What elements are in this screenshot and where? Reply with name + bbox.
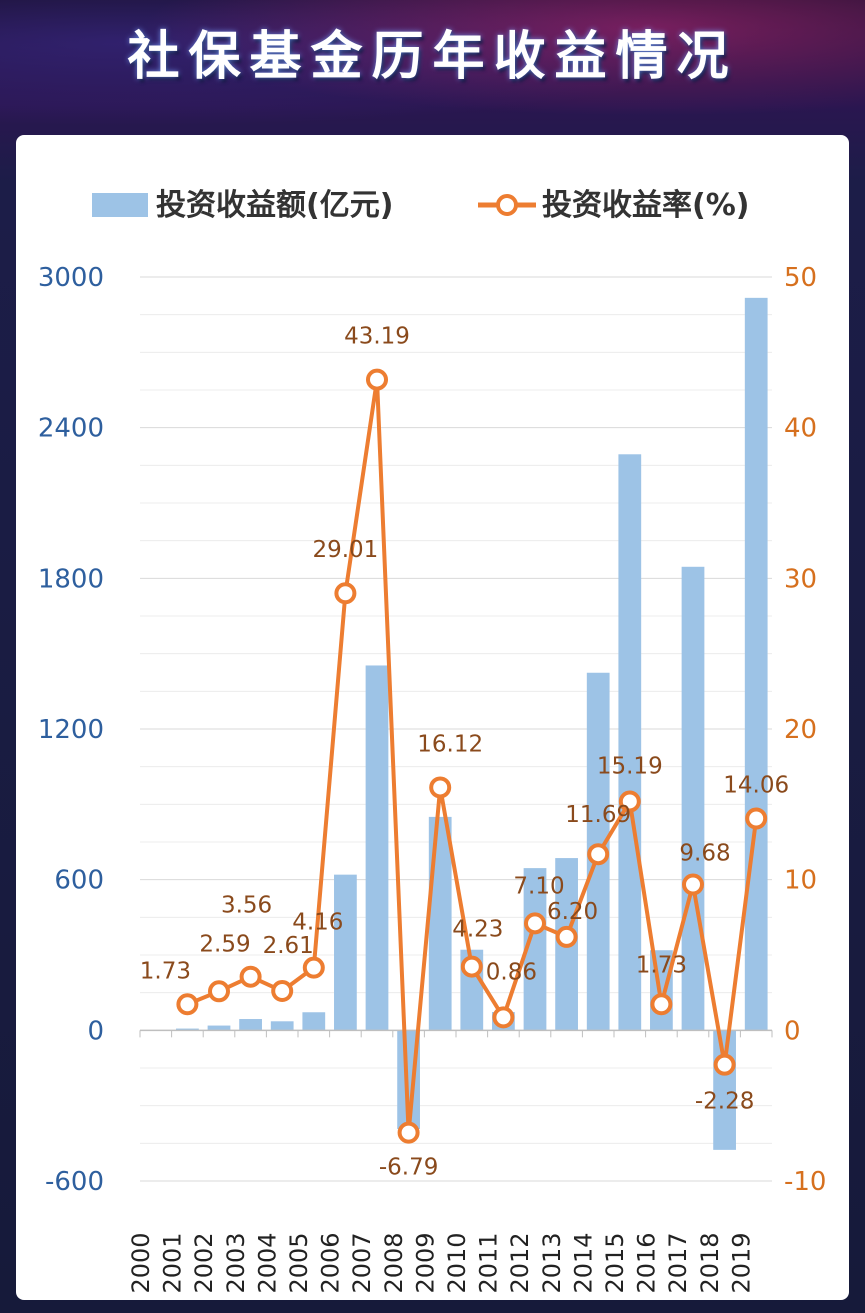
rate-point-2011: [492, 1006, 515, 1029]
rate-point-2017: [682, 873, 704, 896]
data-label-2008: -6.79: [379, 1155, 439, 1181]
rate-point-2004: [271, 980, 294, 1003]
rate-point-2015: [618, 790, 641, 813]
rate-point-2001: [176, 993, 199, 1016]
rate-point-2005: [302, 956, 325, 979]
rate-point-2009: [429, 776, 452, 799]
x-tick-label: 2011: [475, 1232, 503, 1293]
x-tick-label: 2007: [348, 1232, 376, 1293]
data-label-2016: 1.73: [636, 952, 687, 978]
data-label-2013: 6.20: [547, 899, 598, 925]
legend-line-marker: [496, 194, 518, 216]
rate-point-2012: [524, 912, 546, 935]
rate-point-2018: [713, 1053, 736, 1076]
x-tick-label: 2016: [633, 1232, 661, 1293]
gridlines: [139, 276, 773, 1182]
line-data-labels: 1.73 2.59 3.56 2.614.16 29.01 43.19 -6.79 16.12…: [140, 324, 789, 1181]
x-tick-label: 2019: [727, 1232, 755, 1293]
bar-2003: [239, 1019, 262, 1031]
x-tick-label: 2014: [569, 1232, 597, 1293]
right-tick-label: 40: [784, 414, 817, 444]
bar-2007: [365, 665, 389, 1031]
x-tick-label: 2017: [664, 1232, 692, 1293]
bar-2006: [334, 874, 357, 1031]
x-tick-label: 2010: [443, 1232, 471, 1293]
rate-point-2002: [208, 980, 230, 1003]
x-tick-label: 2018: [696, 1232, 724, 1293]
rate-point-2019: [745, 807, 768, 830]
x-tick-label: 2008: [380, 1232, 408, 1293]
x-tick-label: 2012: [506, 1232, 534, 1293]
bar-2005: [302, 1012, 326, 1031]
page-title: 社保基金历年收益情况: [127, 26, 738, 87]
data-label-2001: 1.73: [140, 958, 191, 984]
rate-point-2003: [239, 965, 262, 988]
bar-2002: [207, 1025, 231, 1031]
legend-bar-label: 投资收益额(亿元): [156, 188, 393, 223]
header-background: [0, 0, 865, 140]
left-tick-label: -600: [45, 1167, 104, 1197]
left-tick-label: 2400: [38, 414, 104, 444]
data-label-2014: 11.69: [565, 802, 631, 828]
x-tick-label: 2004: [253, 1232, 281, 1293]
rate-point-2008: [397, 1121, 420, 1144]
bar-2009: [428, 816, 452, 1031]
x-tick-label: 2006: [317, 1232, 345, 1293]
data-label-2002: 2.59: [199, 931, 250, 957]
data-label-2009: 16.12: [417, 731, 483, 757]
rate-point-2006: [334, 582, 357, 605]
left-tick-label: 1200: [38, 715, 104, 745]
data-label-2003: 3.56: [221, 893, 272, 919]
data-label-2005: 4.16: [292, 910, 343, 936]
left-tick-label: 600: [54, 866, 104, 896]
bar-2019: [744, 297, 768, 1031]
chart-card: -600 0 600 1200 1800 2400 3000 -10 0 10 20 30 40 50 …: [16, 135, 849, 1300]
data-label-2018: -2.28: [695, 1089, 755, 1115]
x-axis-labels: 2000 2001 2002 2003 2004 2005 2006 2007 2008 2009…: [127, 1232, 755, 1293]
x-tick-label: 2003: [222, 1232, 250, 1293]
right-tick-label: 0: [784, 1016, 801, 1046]
data-label-2010: 4.23: [452, 917, 503, 943]
data-label-2015: 15.19: [597, 753, 663, 779]
bar-2004: [270, 1021, 294, 1031]
right-tick-label: 10: [784, 866, 817, 896]
legend: 投资收益额(亿元) 投资收益率(%): [92, 188, 749, 223]
data-label-2012: 7.10: [513, 873, 564, 899]
data-label-2007: 43.19: [344, 324, 410, 350]
legend-line-label: 投资收益率(%): [542, 188, 749, 223]
rate-point-2016: [650, 993, 673, 1016]
left-axis-ticks: -600 0 600 1200 1800 2400 3000: [38, 263, 104, 1197]
bar-2015: [618, 454, 642, 1031]
data-label-2017: 9.68: [679, 840, 730, 866]
right-tick-label: 30: [784, 564, 817, 594]
line-series: [176, 368, 768, 1144]
left-tick-label: 0: [87, 1016, 104, 1046]
data-label-2004: 2.61: [263, 933, 314, 959]
bar-series: [176, 297, 768, 1150]
right-tick-label: 50: [784, 263, 817, 293]
data-label-2019: 14.06: [723, 772, 789, 798]
data-label-2006: 29.01: [312, 537, 378, 563]
x-tick-label: 2000: [127, 1232, 155, 1293]
rate-point-2010: [460, 955, 483, 978]
x-tick-label: 2013: [538, 1232, 566, 1293]
left-tick-label: 3000: [38, 263, 104, 293]
legend-bar-swatch: [92, 193, 148, 217]
x-tick-label: 2005: [285, 1232, 313, 1293]
right-axis-ticks: -10 0 10 20 30 40 50: [784, 263, 826, 1197]
left-tick-label: 1800: [38, 564, 104, 594]
right-tick-label: -10: [784, 1167, 826, 1197]
right-tick-label: 20: [784, 715, 817, 745]
x-tick-label: 2015: [601, 1232, 629, 1293]
x-tick-label: 2002: [190, 1232, 218, 1293]
bar-2001: [176, 1028, 199, 1031]
data-label-2011: 0.86: [486, 959, 537, 985]
rate-point-2013: [555, 925, 578, 948]
bar-2012: [523, 868, 547, 1031]
x-tick-label: 2009: [411, 1232, 439, 1293]
x-tick-label: 2001: [159, 1232, 187, 1293]
rate-point-2014: [587, 843, 610, 866]
rate-point-2007: [366, 368, 388, 391]
